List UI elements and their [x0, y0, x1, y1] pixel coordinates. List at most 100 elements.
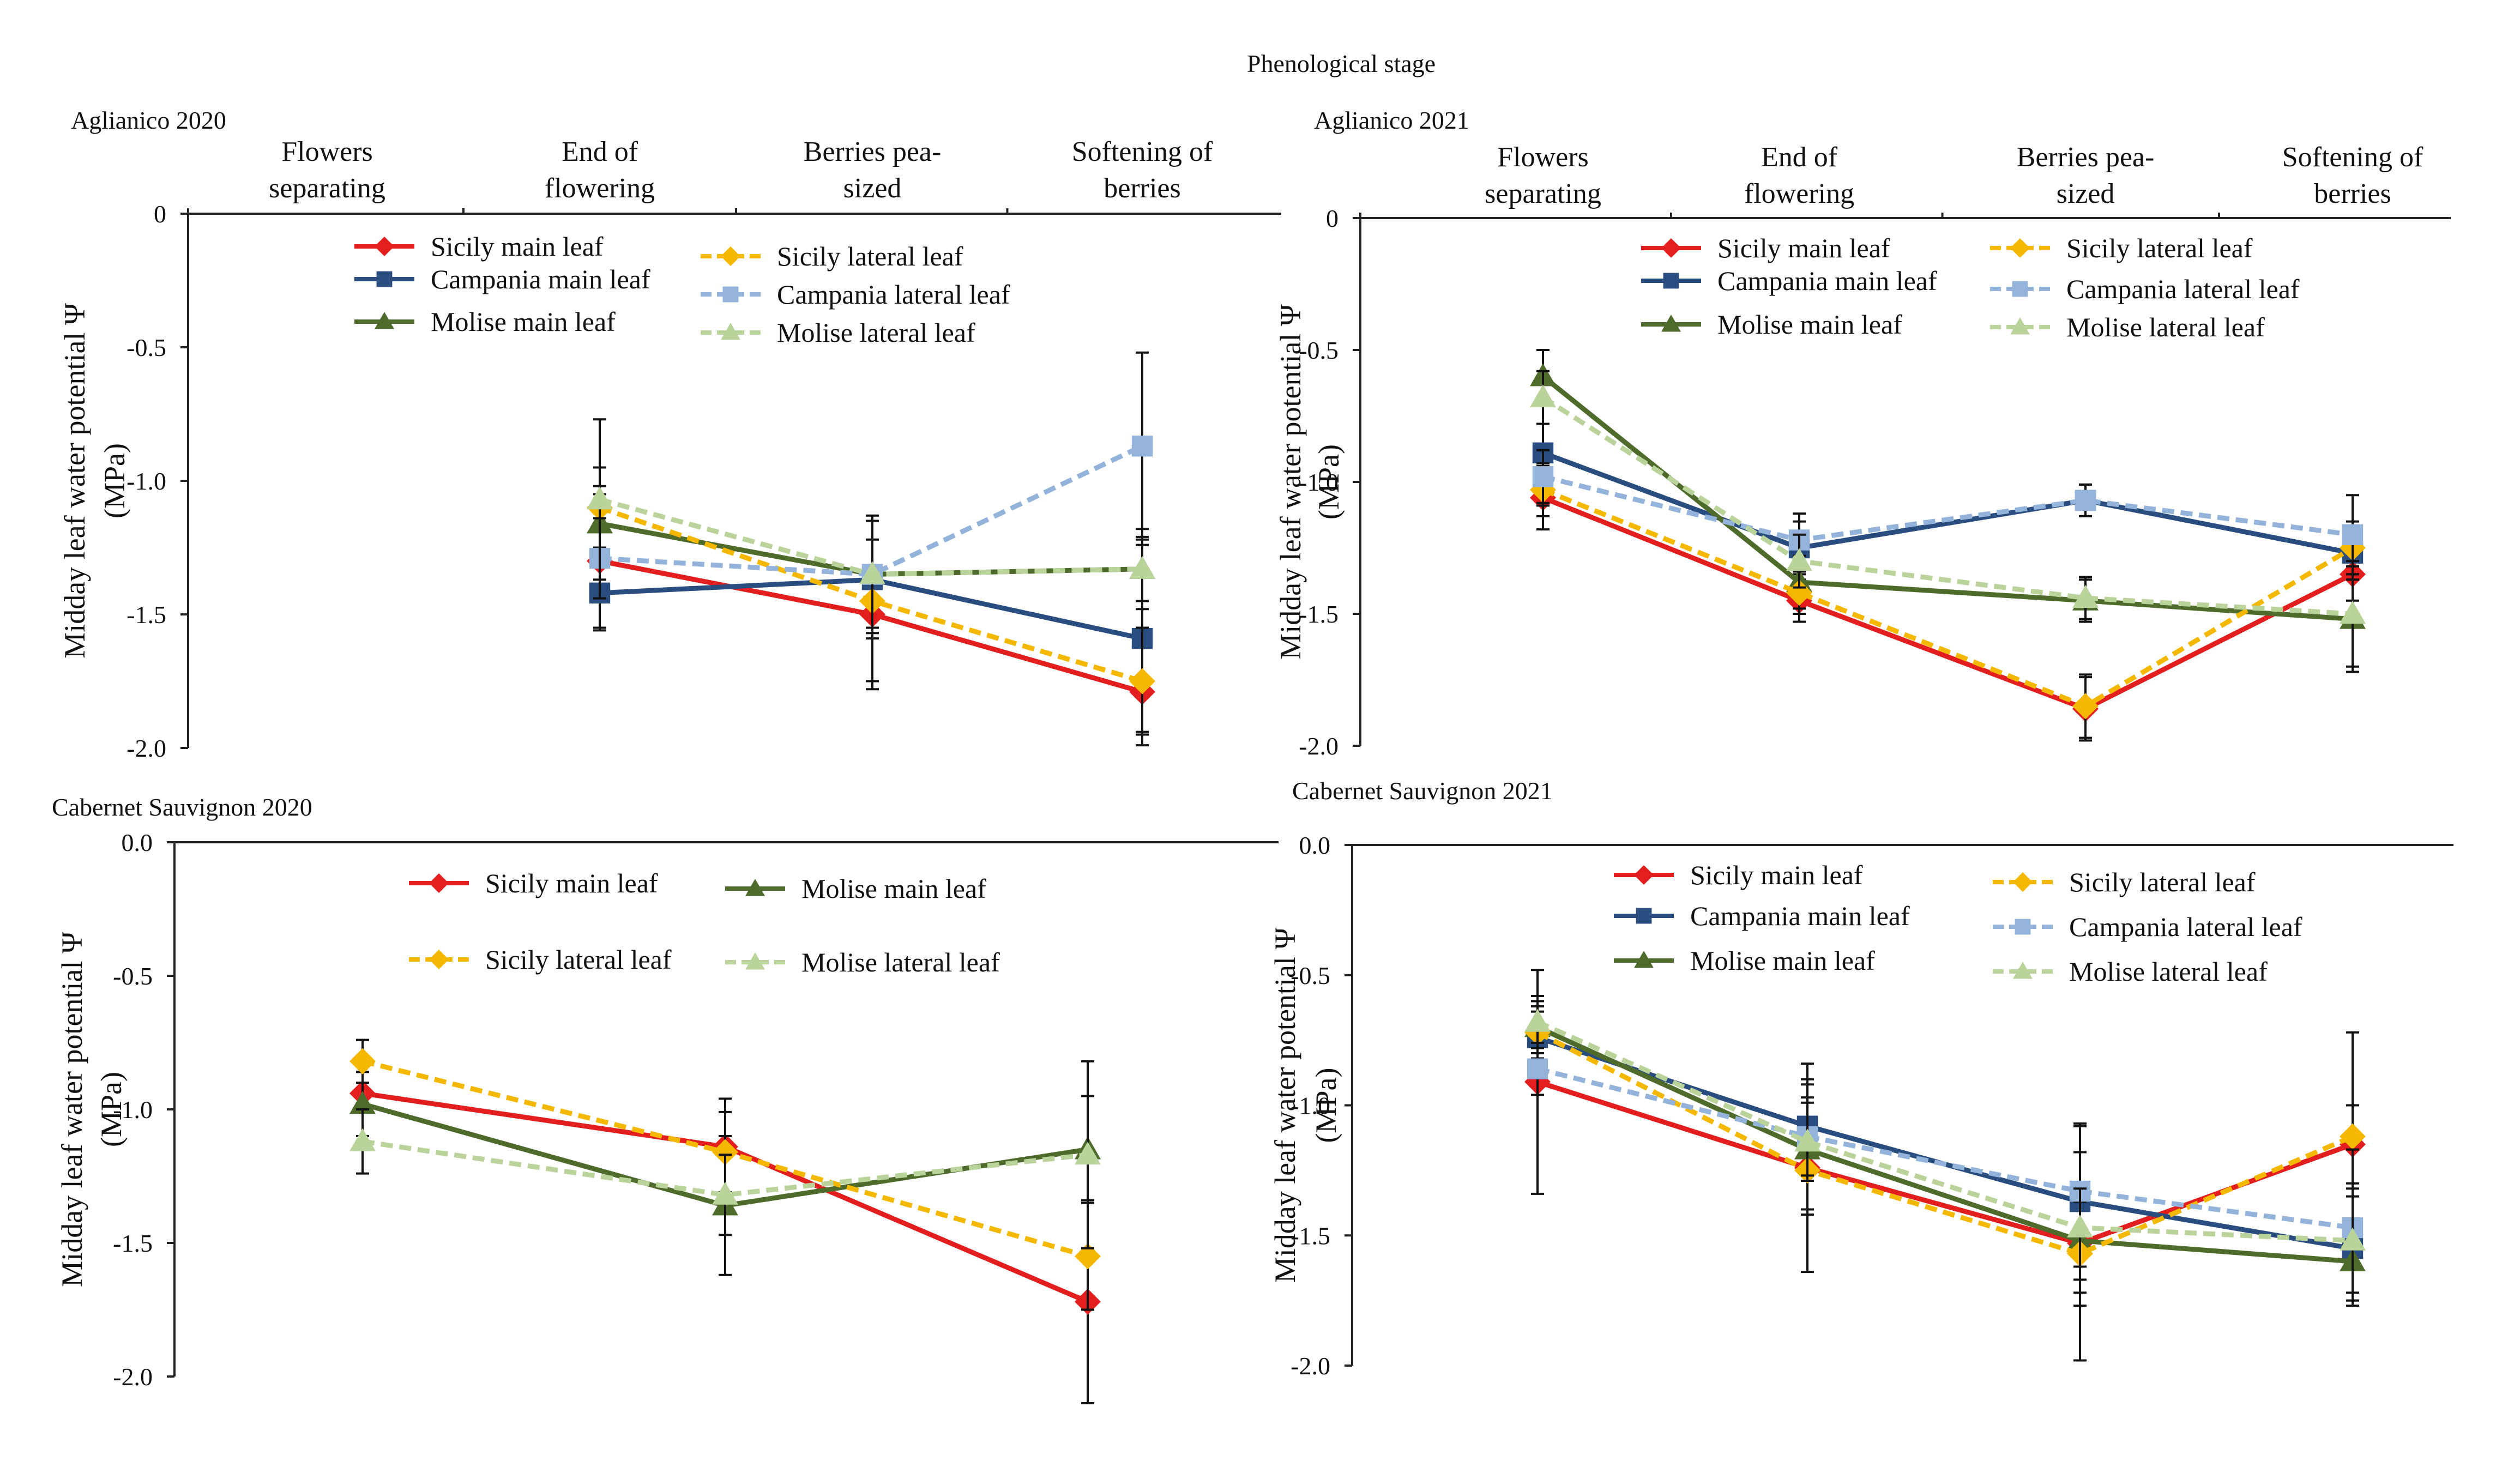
y-tick-label: -1.5 [1291, 1222, 1330, 1249]
legend-swatch-marker [1661, 238, 1681, 258]
legend-label: Campania main leaf [1717, 265, 1937, 296]
stage-label: berries [2314, 178, 2391, 209]
series-line [1536, 1035, 2353, 1251]
legend-entry: Sicily lateral leaf [409, 944, 672, 975]
stage-label: Flowers [1497, 142, 1589, 173]
legend-label: Campania lateral leaf [2069, 911, 2302, 942]
series-campania-main [589, 520, 1153, 733]
legend-entry: Campania lateral leaf [1990, 274, 2300, 304]
legend-entry: Sicily main leaf [1614, 860, 1863, 890]
legend-swatch-marker [2010, 317, 2030, 335]
legend-label: Sicily lateral leaf [777, 241, 963, 271]
legend-entry: Campania lateral leaf [1993, 911, 2302, 942]
stage-label: berries [1104, 173, 1180, 204]
y-tick-label: -0.5 [1299, 336, 1339, 364]
y-tick-label: -2.0 [1291, 1352, 1330, 1380]
legend-entry: Molise lateral leaf [701, 317, 975, 348]
y-axis-label-unit: (MPa) [1310, 1068, 1342, 1143]
legend-label: Sicily main leaf [1690, 860, 1863, 890]
stage-label: Flowers [281, 136, 373, 167]
data-point [2342, 524, 2364, 545]
legend-entry: Molise main leaf [1614, 945, 1875, 976]
panel-title: Aglianico 2021 [1314, 106, 1469, 134]
figure-title: Phenological stage [1247, 50, 1436, 77]
series-campania-lateral [1527, 1041, 2364, 1307]
legend-label: Molise main leaf [801, 873, 986, 904]
series-line [1536, 1030, 2354, 1257]
y-tick-label: -1.5 [113, 1229, 153, 1257]
legend-label: Campania lateral leaf [2066, 274, 2300, 304]
legend-entry: Campania main leaf [1641, 265, 1937, 296]
stage-label: Softening of [1072, 136, 1213, 167]
legend-swatch-marker [721, 246, 740, 266]
chart-panel-4: Cabernet Sauvignon 2021 0.0 -0.5 -1.0 -1.5 -2… [1269, 777, 2453, 1380]
y-axis-label: Midday leaf water potential Ψ [1274, 304, 1307, 660]
data-point [2072, 584, 2099, 608]
y-tick-label: -0.5 [113, 962, 153, 990]
legend-entry: Campania main leaf [1614, 901, 1910, 931]
legend-swatch-marker [2015, 919, 2031, 935]
legend-swatch-marker [2012, 281, 2028, 297]
legend-label: Sicily main leaf [485, 868, 658, 898]
data-point [1786, 548, 1812, 571]
chart-panel-3: Cabernet Sauvignon 2020 0.0 -0.5 -1.0 -1.5 -2… [52, 793, 1279, 1404]
series-line [1536, 1025, 2353, 1264]
series-line [362, 1139, 1088, 1198]
y-tick-label: 0.0 [122, 829, 153, 856]
series-molise-main [1530, 349, 2366, 673]
data-point [1530, 384, 1556, 408]
legend-entry: Molise main leaf [1641, 309, 1902, 340]
legend-entry: Molise main leaf [725, 873, 986, 904]
stage-label: Softening of [2282, 142, 2423, 173]
y-tick-label: -1.0 [113, 1096, 153, 1124]
y-axis-label-unit: (MPa) [98, 443, 131, 518]
legend-entry: Sicily lateral leaf [1990, 233, 2253, 263]
legend-entry: Campania main leaf [354, 264, 650, 294]
stage-label: separating [269, 173, 385, 204]
series-line [1536, 1019, 2353, 1243]
data-point [1129, 668, 1155, 695]
y-axis-label: Midday leaf water potential Ψ [56, 932, 88, 1287]
legend-entry: Molise lateral leaf [725, 947, 1000, 977]
y-tick-label: -1.5 [126, 601, 166, 629]
data-point [712, 1139, 738, 1166]
data-point [1794, 1128, 1820, 1152]
y-tick-label: -1.0 [1291, 1092, 1330, 1120]
legend-swatch-marker [376, 271, 393, 287]
y-tick-label: -0.5 [126, 334, 166, 361]
legend-swatch-marker [745, 879, 765, 896]
y-tick-label: 0 [1326, 204, 1339, 232]
data-point [1131, 436, 1153, 457]
data-point [1075, 1243, 1101, 1270]
legend-swatch-marker [1636, 908, 1652, 924]
series-line [1542, 495, 2354, 711]
data-point [1524, 1009, 1551, 1032]
legend-entry: Sicily lateral leaf [701, 241, 963, 271]
stage-label: flowering [1744, 178, 1854, 209]
data-point [1527, 1058, 1548, 1079]
stage-label: Berries pea- [804, 136, 942, 167]
series-line [599, 444, 1143, 577]
legend-label: Sicily lateral leaf [2069, 867, 2256, 897]
legend-label: Campania lateral leaf [777, 279, 1010, 310]
series-sicily-main [1530, 464, 2366, 742]
legend-label: Molise main leaf [431, 306, 616, 337]
legend-swatch-marker [722, 286, 739, 303]
stage-label: flowering [545, 173, 655, 204]
data-point [1075, 1142, 1101, 1165]
series-sicily-lateral [1524, 1005, 2366, 1307]
series-molise-lateral [587, 418, 1155, 629]
data-point [2340, 1123, 2366, 1150]
legend-label: Molise lateral leaf [777, 317, 975, 348]
legend-label: Molise lateral leaf [2069, 956, 2268, 987]
legend-swatch-marker [429, 950, 449, 969]
legend-swatch-marker [375, 237, 394, 256]
y-tick-label: 0 [154, 200, 166, 228]
legend-entry: Molise main leaf [354, 306, 616, 337]
series-molise-lateral [349, 1060, 1101, 1249]
legend-swatch-marker [429, 873, 449, 893]
chart-panel-2: Aglianico 2021 0 -0.5 -1.0 -1.5 -2.0 Midday le… [1274, 106, 2451, 760]
legend-label: Sicily lateral leaf [2066, 233, 2253, 263]
stage-label: Berries pea- [2017, 142, 2155, 173]
series-line [1536, 1079, 2354, 1246]
